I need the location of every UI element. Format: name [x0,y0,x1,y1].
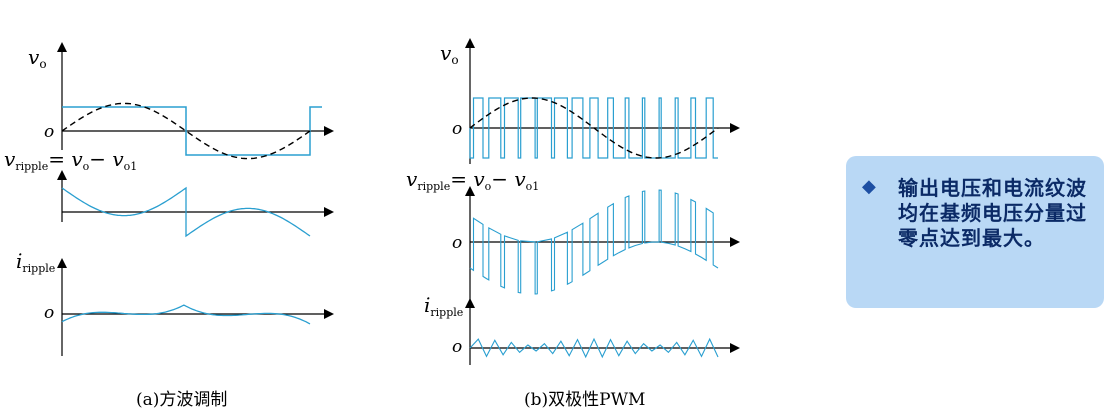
origin-label-b3: o [452,337,462,357]
origin-label-b1: o [452,119,462,139]
caption-b: (b)双极性PWM [524,390,645,410]
panel-b: vo o vripple= vo− vo1 o iripple o (b)双极性… [406,38,740,410]
pwm-wave-b [469,97,718,159]
origin-label-a1: o [44,122,54,142]
info-callout: ◆ 输出电压和电流纹波均在基频电压分量过零点达到最大。 [846,156,1104,308]
vripple-label-b: vripple= vo− vo1 [406,167,539,193]
panel-a: vo o vripple= vo− vo1 iripple o (a)方波调制 [4,42,334,410]
callout-text: 输出电压和电流纹波均在基频电压分量过零点达到最大。 [898,176,1087,250]
vo-label-b: vo [440,41,459,67]
origin-label-a2: o [44,303,54,323]
iripple-label-b: iripple [424,293,463,319]
vo-label-a: vo [28,45,47,71]
square-wave-a [62,106,322,156]
vripple-wave-a [61,186,311,238]
vripple-wave-b [469,189,719,295]
iripple-label-a: iripple [16,249,55,275]
caption-a: (a)方波调制 [136,390,227,410]
iripple-wave-b [469,337,719,359]
vripple-label-a: vripple= vo− vo1 [4,147,137,173]
origin-label-b2: o [452,233,462,253]
fundamental-sine-b [469,97,719,159]
iripple-wave-a [61,304,311,325]
diamond-bullet-icon: ◆ [862,176,876,197]
